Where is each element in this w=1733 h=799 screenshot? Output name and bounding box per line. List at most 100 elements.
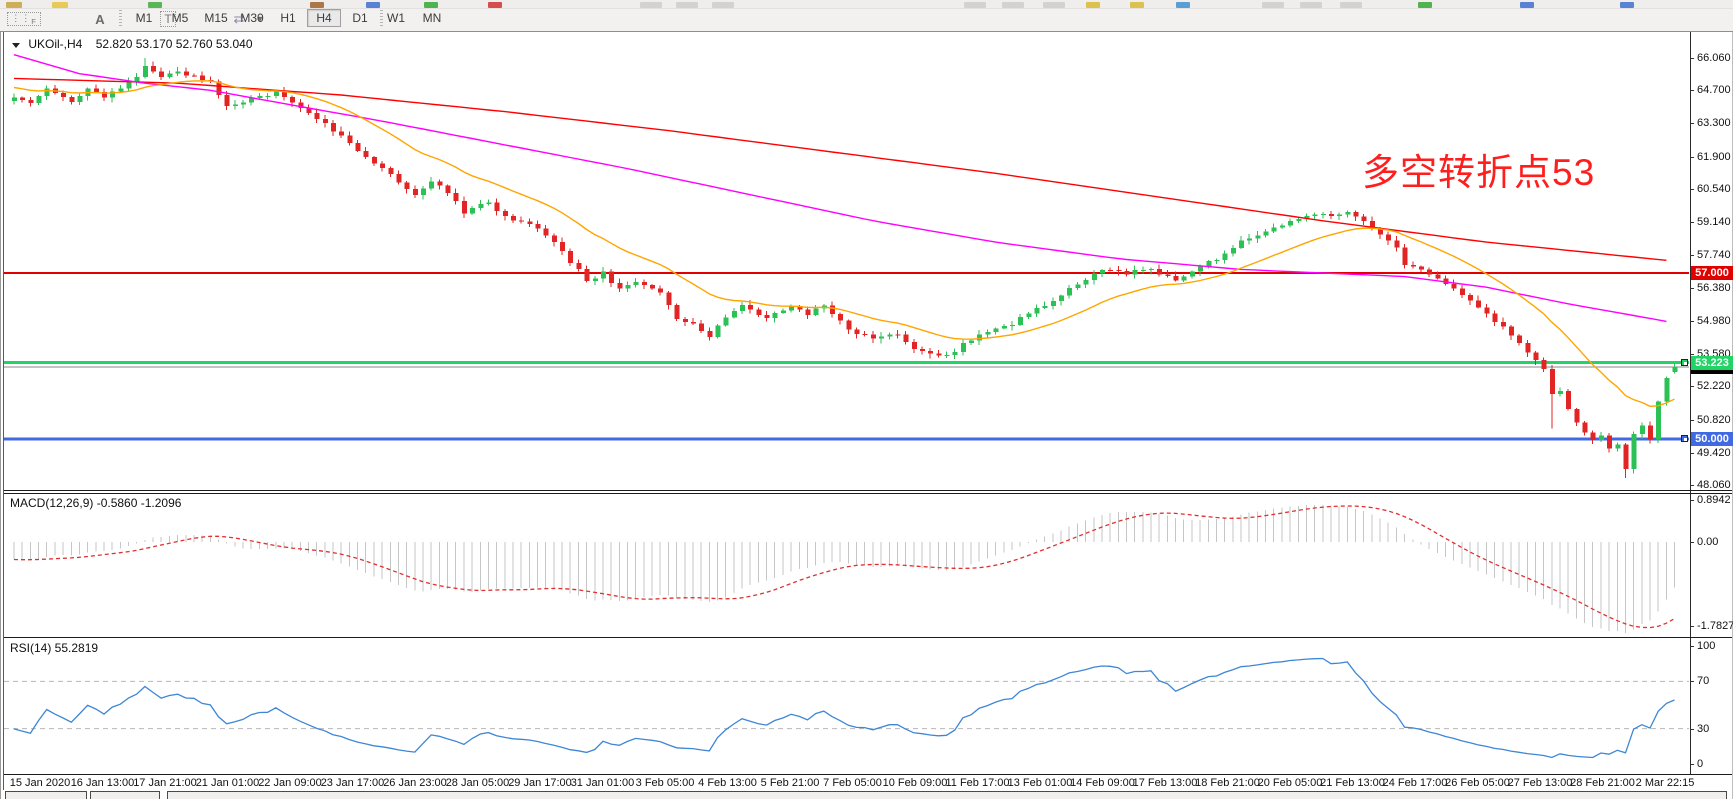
price-tick-label[interactable]: 61.900	[1697, 150, 1731, 163]
macd-tick-label[interactable]: -1.7827	[1697, 619, 1733, 632]
rsi-tick-label[interactable]: 70	[1697, 675, 1710, 688]
timeframe-button-h4[interactable]: H4	[307, 9, 341, 27]
fibo-grid-tool-icon[interactable]: ⋮⋮F	[6, 10, 42, 28]
price-tick-label[interactable]: 50.820	[1697, 413, 1731, 426]
separator-main-macd[interactable]	[4, 490, 1732, 491]
hline-handle[interactable]	[1681, 358, 1688, 366]
price-tag-50.000[interactable]: 50.000	[1691, 432, 1733, 447]
date-tick-label[interactable]: 13 Feb 01:00	[1007, 777, 1073, 789]
chart-annotation-text[interactable]: 多空转折点53	[1362, 152, 1596, 193]
price-tick[interactable]	[1690, 222, 1694, 224]
rsi-tick[interactable]	[1690, 764, 1694, 765]
date-tick-label[interactable]: 27 Feb 13:00	[1507, 777, 1573, 789]
price-tick-label[interactable]: 49.420	[1697, 446, 1731, 459]
date-tick-label[interactable]: 2 Mar 22:15	[1635, 777, 1695, 789]
date-tick-label[interactable]: 20 Feb 05:00	[1257, 777, 1323, 789]
price-tick[interactable]	[1690, 255, 1694, 257]
main-chart-plot[interactable]	[4, 32, 1689, 490]
date-tick-label[interactable]: 4 Feb 13:00	[698, 777, 757, 789]
macd-tick[interactable]	[1690, 499, 1694, 501]
timeframe-button-m30[interactable]: M30	[240, 11, 264, 25]
text-tool-icon[interactable]: A	[95, 11, 105, 27]
date-tick-label[interactable]: 10 Feb 09:00	[882, 777, 948, 789]
rsi-tick[interactable]	[1690, 681, 1694, 683]
price-tick-label[interactable]: 56.380	[1697, 281, 1731, 294]
price-tag-53.223[interactable]: 53.223	[1691, 355, 1733, 370]
timeframe-button-h1[interactable]: H1	[280, 11, 296, 25]
macd-tick[interactable]	[1690, 625, 1694, 627]
hline-handle[interactable]	[1681, 435, 1688, 443]
arrows-tool-icon[interactable]: ⇄	[233, 11, 245, 26]
date-tick-label[interactable]: 24 Feb 17:00	[1382, 777, 1448, 789]
macd-tick-label[interactable]: 0.00	[1697, 536, 1719, 548]
price-tick[interactable]	[1690, 354, 1694, 356]
chart-tab-stub[interactable]	[167, 791, 1727, 799]
date-tick-label[interactable]: 17 Feb 13:00	[1132, 777, 1198, 789]
timeframe-button-mn[interactable]: MN	[422, 11, 442, 25]
price-tick-label[interactable]: 59.140	[1697, 216, 1731, 229]
rsi-tick-label[interactable]: 30	[1697, 722, 1710, 735]
price-tick-label[interactable]: 48.060	[1697, 479, 1731, 492]
chart-tab-stub[interactable]	[90, 791, 160, 799]
price-tick-label[interactable]: 54.980	[1697, 314, 1731, 327]
date-tick-label[interactable]: 29 Jan 17:00	[508, 777, 572, 789]
price-tick[interactable]	[1690, 452, 1694, 454]
date-tick-label[interactable]: 26 Feb 05:00	[1445, 777, 1510, 789]
rsi-tick-label[interactable]: 100	[1697, 640, 1716, 652]
date-tick-label[interactable]: 21 Feb 13:00	[1320, 777, 1385, 789]
separator-macd-rsi[interactable]	[4, 637, 1732, 638]
price-tick-label[interactable]: 57.740	[1697, 249, 1731, 262]
price-tick-label[interactable]: 66.060	[1697, 52, 1731, 64]
date-tick-label[interactable]: 5 Feb 21:00	[760, 777, 820, 789]
toolbar-icon-fragment	[640, 2, 662, 8]
price-tick-label[interactable]: 60.540	[1697, 182, 1731, 195]
rsi-tick-label[interactable]: 0	[1697, 758, 1704, 770]
timeframe-button-m5[interactable]: M5	[171, 11, 189, 25]
price-tick[interactable]	[1690, 287, 1694, 289]
date-tick-label[interactable]: 21 Jan 01:00	[195, 777, 260, 789]
price-tick[interactable]	[1690, 386, 1694, 388]
date-tick-label[interactable]: 14 Feb 09:00	[1070, 777, 1135, 789]
date-tick-label[interactable]: 15 Jan 2020	[9, 777, 71, 789]
price-tick[interactable]	[1690, 419, 1694, 421]
macd-indicator-plot[interactable]	[4, 494, 1689, 637]
price-tick[interactable]	[1690, 58, 1694, 59]
date-tick-label[interactable]: 22 Jan 09:00	[258, 777, 322, 789]
date-tick-label[interactable]: 26 Jan 23:00	[383, 777, 447, 789]
price-tick[interactable]	[1690, 485, 1694, 487]
chart-tab-stub[interactable]	[5, 791, 87, 799]
date-tick-label[interactable]: 7 Feb 05:00	[823, 777, 882, 789]
rsi-tick[interactable]	[1690, 646, 1694, 647]
price-tag-57.000[interactable]: 57.000	[1691, 265, 1733, 280]
date-tick-label[interactable]: 16 Jan 13:00	[70, 777, 135, 789]
rsi-indicator-plot[interactable]	[4, 640, 1689, 774]
label-tool-icon[interactable]: T	[156, 10, 180, 28]
price-tick[interactable]	[1690, 320, 1694, 322]
separator-main-macd-2[interactable]	[4, 493, 1732, 494]
macd-tick-label[interactable]: 0.8942	[1697, 493, 1731, 506]
price-tick[interactable]	[1690, 156, 1694, 158]
date-tick-label[interactable]: 3 Feb 05:00	[635, 777, 695, 789]
arrows-dropdown-caret-icon[interactable]: ▾	[257, 13, 263, 25]
timeframe-button-m1[interactable]: M1	[135, 11, 153, 25]
macd-tick[interactable]	[1690, 542, 1694, 543]
price-tick[interactable]	[1690, 123, 1694, 125]
timeframe-button-m15[interactable]: M15	[204, 11, 228, 25]
rsi-tick[interactable]	[1690, 728, 1694, 730]
timeframe-button-d1[interactable]: D1	[352, 11, 368, 25]
price-tick[interactable]	[1690, 90, 1694, 92]
price-tick-label[interactable]: 63.300	[1697, 117, 1731, 130]
date-tick-label[interactable]: 18 Feb 21:00	[1195, 777, 1260, 789]
date-tick-label[interactable]: 11 Feb 17:00	[945, 777, 1010, 789]
timeframe-button-w1[interactable]: W1	[387, 11, 405, 25]
price-tick[interactable]	[1690, 188, 1694, 190]
date-tick-label[interactable]: 23 Jan 17:00	[320, 777, 385, 789]
date-tick-label[interactable]: 28 Jan 05:00	[445, 777, 510, 789]
price-tick-label[interactable]: 52.220	[1697, 380, 1731, 393]
date-tick-label[interactable]: 31 Jan 01:00	[570, 777, 635, 789]
price-tick-label[interactable]: 64.700	[1697, 84, 1731, 97]
date-tick-label[interactable]: 17 Jan 21:00	[133, 777, 197, 789]
date-tick-label[interactable]: 28 Feb 21:00	[1570, 777, 1635, 789]
toolbar-icon-fragment	[1086, 2, 1100, 8]
chart-dropdown-icon[interactable]	[12, 43, 20, 48]
